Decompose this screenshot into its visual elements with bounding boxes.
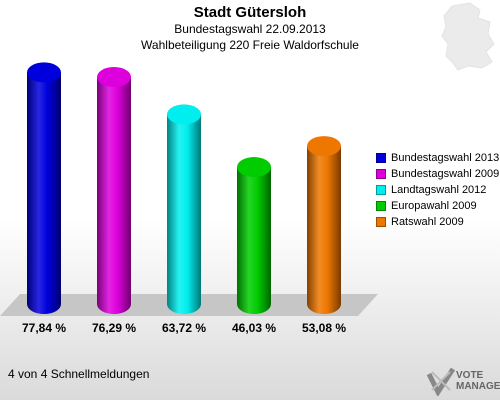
legend-label: Bundestagswahl 2009 <box>391 168 500 180</box>
vote-manager-logo: VOTE MANAGER <box>456 370 500 392</box>
legend-label: Ratswahl 2009 <box>391 216 464 228</box>
bar-top <box>307 136 341 157</box>
bar-1 <box>27 62 61 315</box>
bar-top <box>97 67 131 88</box>
legend-swatch <box>376 153 386 163</box>
footer-text: 4 von 4 Schnellmeldungen <box>8 367 150 381</box>
bar-top <box>237 157 271 178</box>
chart-title: Stadt Gütersloh <box>193 4 307 21</box>
legend-swatch <box>376 217 386 227</box>
bar-3 <box>167 104 201 314</box>
legend-item-1: Bundestagswahl 2013 <box>376 150 499 166</box>
legend-item-2: Bundestagswahl 2009 <box>376 166 499 182</box>
legend-item-3: Landtagswahl 2012 <box>376 182 499 198</box>
chart-subtitle-2: Wahlbeteiligung 220 Freie Waldorfschule <box>141 38 359 52</box>
vote-manager-logo-icon <box>426 367 456 396</box>
logo-line-1: VOTE <box>456 370 484 381</box>
value-label-4: 46,03 % <box>232 321 276 335</box>
germany-map-icon <box>441 2 495 71</box>
legend-swatch <box>376 201 386 211</box>
legend-swatch <box>376 169 386 179</box>
bar-body <box>167 114 201 314</box>
legend-item-4: Europawahl 2009 <box>376 198 499 214</box>
bar-top <box>27 62 61 83</box>
value-label-1: 77,84 % <box>22 321 66 335</box>
value-label-2: 76,29 % <box>92 321 136 335</box>
chart-subtitle: Bundestagswahl 22.09.2013 <box>174 22 326 36</box>
bar-body <box>307 146 341 314</box>
bar-body <box>237 167 271 314</box>
bar-top <box>167 104 201 125</box>
bar-2 <box>97 67 131 314</box>
legend-swatch <box>376 185 386 195</box>
bar-body <box>27 72 61 315</box>
legend-label: Bundestagswahl 2013 <box>391 152 500 164</box>
value-label-3: 63,72 % <box>162 321 206 335</box>
legend-label: Europawahl 2009 <box>391 200 477 212</box>
bar-4 <box>237 157 271 314</box>
legend-item-5: Ratswahl 2009 <box>376 214 499 230</box>
chart-legend: Bundestagswahl 2013 Bundestagswahl 2009 La… <box>376 150 499 230</box>
logo-line-2: MANAGER <box>456 381 500 392</box>
value-label-5: 53,08 % <box>302 321 346 335</box>
legend-label: Landtagswahl 2012 <box>391 184 487 196</box>
bar-5 <box>307 136 341 314</box>
bar-body <box>97 77 131 314</box>
